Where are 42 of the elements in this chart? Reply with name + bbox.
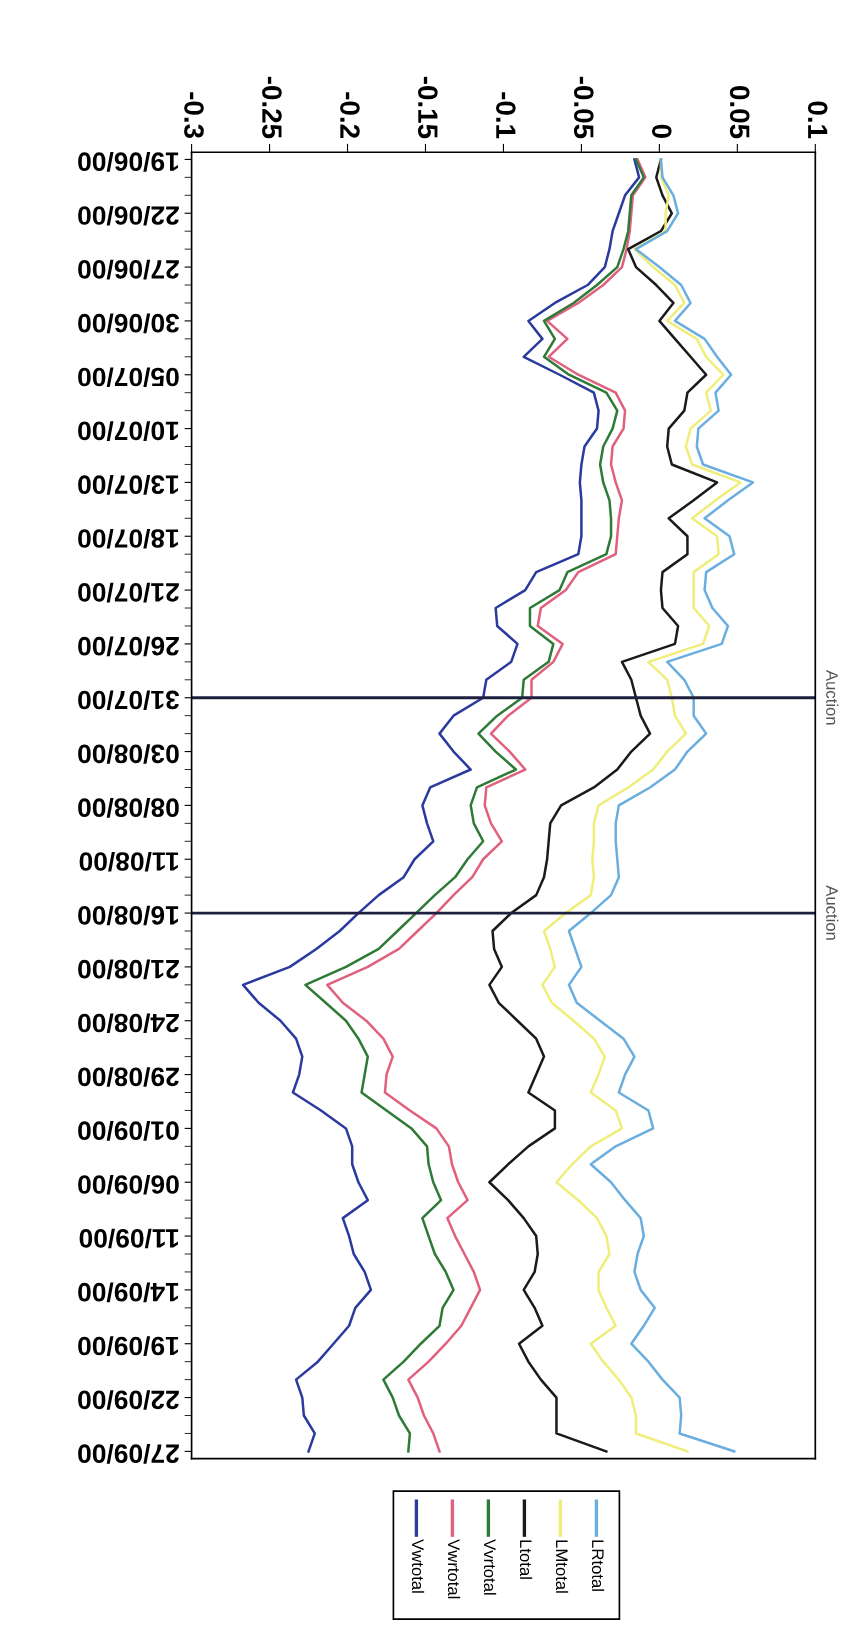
legend-label: Vvrtotal xyxy=(483,1539,497,1595)
y-tick-label: 16/08/00 xyxy=(78,905,179,926)
y-tick-label: 03/08/00 xyxy=(78,744,179,764)
x-tick-label: -0.3 xyxy=(184,92,204,139)
y-tick-label: 06/09/00 xyxy=(78,1174,179,1195)
y-tick-label: 27/09/00 xyxy=(78,1444,179,1464)
y-tick-label: 26/07/00 xyxy=(78,636,179,657)
x-tick-label: -0.05 xyxy=(573,76,594,139)
y-tick-label: 08/08/00 xyxy=(78,798,179,818)
y-tick-label: 10/07/00 xyxy=(78,421,179,441)
ref-line-label: Auction xyxy=(826,885,839,940)
y-tick-label: 24/08/00 xyxy=(78,1013,179,1034)
y-tick-label: 31/07/00 xyxy=(78,690,180,711)
x-tick-label: 0 xyxy=(651,124,672,138)
y-tick-label: 13/07/00 xyxy=(78,475,179,495)
legend-label: Vwrtotal xyxy=(447,1539,461,1599)
legend-label: Ltotal xyxy=(519,1540,533,1579)
y-tick-label: 19/06/00 xyxy=(78,152,179,172)
y-tick-label: 01/09/00 xyxy=(78,1121,179,1141)
y-tick-label: 27/06/00 xyxy=(78,259,179,280)
x-tick-label: -0.2 xyxy=(340,92,360,138)
y-tick-label: 22/09/00 xyxy=(78,1390,179,1410)
y-tick-label: 21/08/00 xyxy=(78,959,179,980)
x-tick-label: 0.1 xyxy=(807,101,828,139)
y-tick-label: 05/07/00 xyxy=(78,367,179,388)
y-tick-label: 29/08/00 xyxy=(78,1067,179,1087)
y-tick-label: 30/06/00 xyxy=(78,313,180,334)
legend-label: LRtotal xyxy=(591,1540,605,1591)
y-tick-label: 14/09/00 xyxy=(78,1282,179,1303)
legend-label: Vwtotal xyxy=(411,1539,425,1593)
y-tick-label: 19/09/00 xyxy=(78,1336,179,1357)
x-tick-label: -0.25 xyxy=(262,76,282,139)
y-tick-label: 21/07/00 xyxy=(78,582,179,603)
y-tick-label: 11/08/00 xyxy=(79,851,179,872)
ref-line-label: Auction xyxy=(826,669,839,725)
legend-label: LMtotal xyxy=(555,1540,569,1593)
y-tick-label: 22/06/00 xyxy=(78,205,179,226)
y-tick-label: 11/09/00 xyxy=(79,1228,179,1249)
x-tick-label: -0.15 xyxy=(418,76,438,139)
x-tick-label: -0.1 xyxy=(495,92,516,139)
x-tick-label: 0.05 xyxy=(729,86,750,139)
y-tick-label: 18/07/00 xyxy=(78,528,179,549)
